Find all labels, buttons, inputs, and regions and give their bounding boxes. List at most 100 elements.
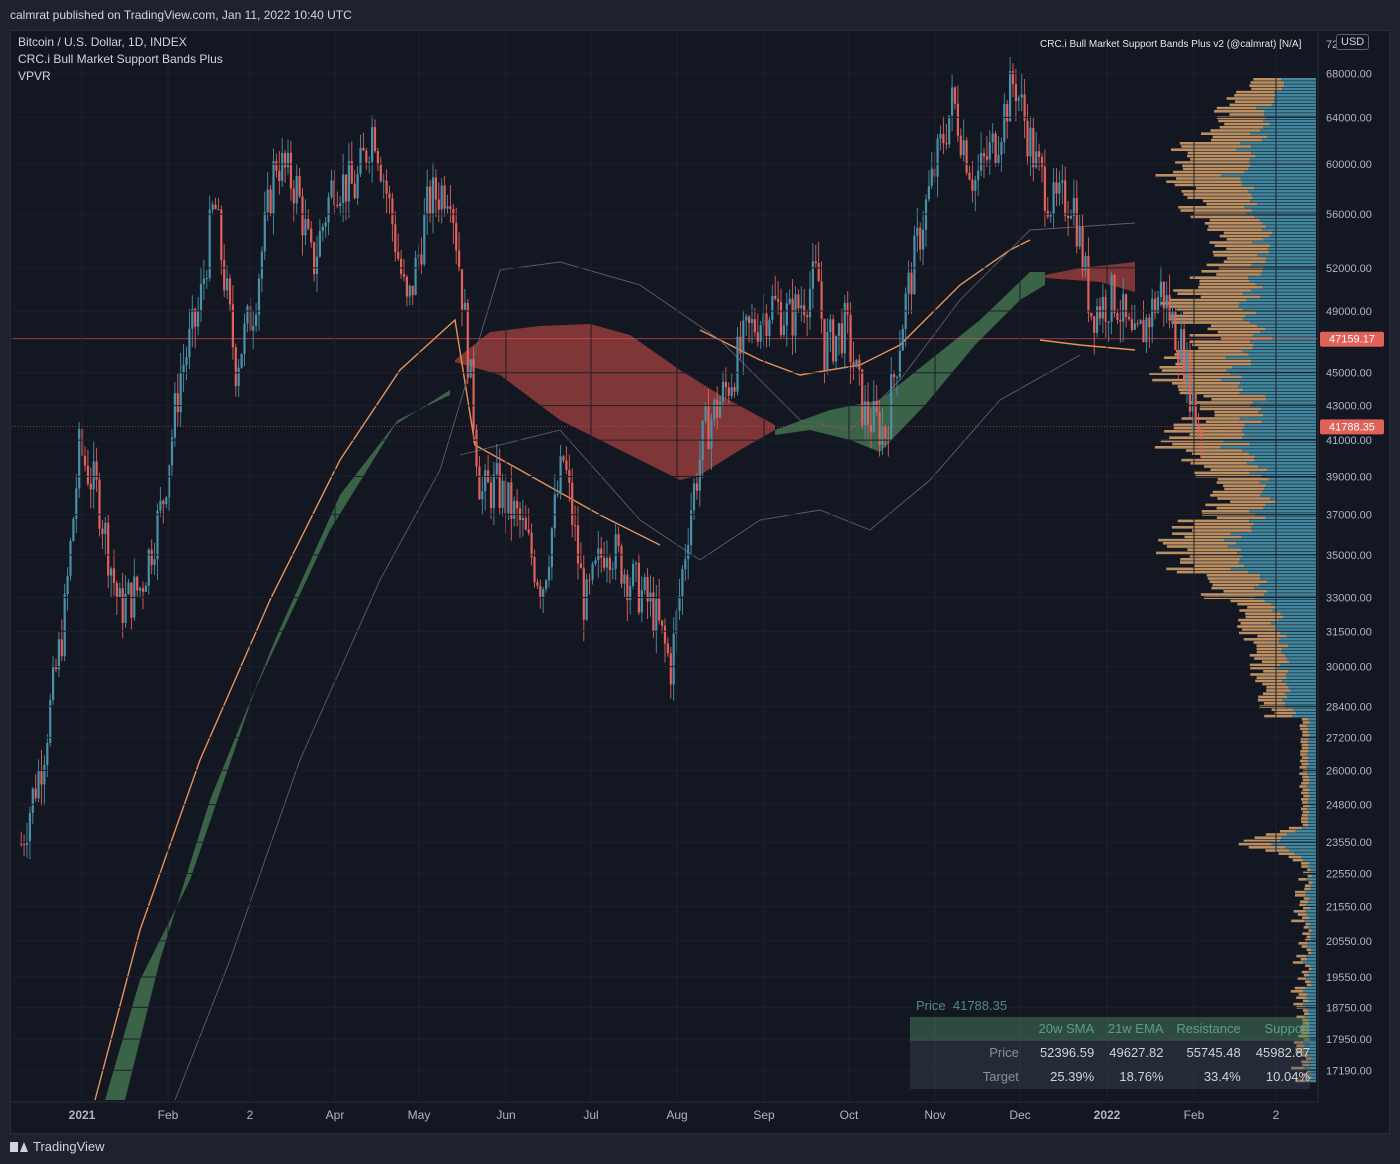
vp-bar-down	[1158, 538, 1225, 542]
vp-bar-down	[1180, 209, 1252, 212]
vp-bar-up	[1257, 465, 1316, 468]
vp-bar-up	[1227, 545, 1316, 548]
vp-bar-down	[1296, 954, 1307, 958]
vp-bar-up	[1259, 218, 1316, 222]
vp-bar-down	[1224, 487, 1265, 491]
candle-body	[997, 154, 1000, 163]
vp-bar-up	[1241, 180, 1316, 183]
vp-bar-down	[1223, 484, 1266, 487]
vp-bar-down	[1226, 247, 1268, 251]
candle-body	[188, 328, 191, 358]
currency-button[interactable]: USD	[1336, 34, 1370, 50]
vp-bar-down	[1187, 151, 1252, 155]
vp-bar-up	[1254, 455, 1316, 459]
candle-body	[1040, 156, 1044, 167]
vp-bar-down	[1184, 375, 1243, 379]
vp-bar-down	[1300, 1025, 1308, 1028]
vp-bar-up	[1285, 673, 1316, 676]
candle-body	[779, 301, 783, 336]
vp-bar-up	[1230, 567, 1316, 571]
vp-bar-down	[1300, 958, 1308, 961]
candle-body	[391, 198, 394, 225]
vp-bar-down	[1302, 801, 1309, 804]
vp-bar-down	[1160, 439, 1224, 443]
candle-body	[399, 258, 403, 275]
vp-bar-up	[1284, 81, 1316, 84]
resistance-band-red	[1045, 262, 1135, 292]
vp-bar-down	[1187, 548, 1242, 551]
vp-bar-up	[1302, 826, 1316, 830]
vp-bar-down	[1249, 654, 1286, 657]
candle-body	[124, 594, 127, 623]
vp-bar-down	[1216, 516, 1266, 519]
candle-body	[910, 272, 913, 295]
vp-bar-up	[1310, 887, 1316, 891]
vp-bar-up	[1286, 676, 1316, 679]
x-tick-label: Feb	[1184, 1108, 1205, 1122]
y-tick-label: 52000.00	[1326, 263, 1372, 275]
vp-bar-down	[1262, 692, 1286, 695]
vp-bar-down	[1170, 318, 1243, 321]
candle-body	[1058, 182, 1061, 194]
vp-bar-down	[1172, 442, 1250, 446]
candle-body	[672, 633, 675, 685]
x-tick-label: 2	[247, 1108, 254, 1122]
vp-bar-up	[1286, 657, 1316, 660]
vp-bar-down	[1278, 852, 1295, 855]
candle-body	[571, 482, 574, 525]
vp-bar-down	[1299, 772, 1308, 775]
vp-bar-down	[1177, 385, 1239, 388]
candle-body	[57, 639, 60, 670]
legend-vpvr[interactable]: VPVR	[18, 69, 51, 83]
candle-body	[1069, 216, 1073, 219]
candle-body	[54, 665, 58, 670]
vp-bar-down	[1216, 506, 1264, 510]
vp-bar-down	[1214, 244, 1271, 247]
candle-body	[394, 224, 397, 253]
vp-bar-up	[1308, 782, 1316, 785]
vp-bar-down	[1171, 321, 1250, 324]
vp-bar-up	[1309, 932, 1316, 935]
candle-body	[1055, 182, 1058, 194]
vp-bar-down	[1301, 791, 1309, 795]
candle-body	[634, 562, 638, 564]
vp-bar-up	[1272, 231, 1316, 235]
vp-bar-down	[1264, 714, 1293, 718]
vp-bar-up	[1263, 238, 1316, 241]
candle-body	[185, 357, 188, 365]
vp-bar-up	[1251, 209, 1316, 212]
vp-bar-down	[1162, 542, 1237, 545]
candle-body	[1090, 312, 1093, 317]
legend-indicator[interactable]: CRC.i Bull Market Support Bands Plus	[18, 52, 223, 66]
vp-bar-down	[1214, 410, 1259, 414]
info-cell: 33.4%	[1203, 1069, 1241, 1084]
vp-bar-up	[1310, 935, 1316, 939]
candle-body	[341, 174, 345, 203]
candle-body	[663, 625, 667, 644]
candle-body	[1075, 198, 1078, 247]
candle-body	[310, 228, 313, 243]
candle-body	[1113, 275, 1116, 314]
price-tag	[1320, 331, 1384, 347]
candle-body	[750, 319, 754, 323]
footer-bar: TradingView	[0, 1134, 1400, 1164]
vp-bar-down	[1209, 580, 1267, 583]
vp-bar-down	[1217, 478, 1269, 481]
legend-symbol[interactable]: Bitcoin / U.S. Dollar, 1D, INDEX	[18, 35, 187, 49]
candle-body	[46, 742, 49, 765]
vp-bar-down	[1254, 657, 1287, 660]
vp-bar-down	[1212, 135, 1267, 139]
candle-body	[1188, 350, 1191, 412]
tradingview-logo[interactable]: TradingView	[10, 1139, 105, 1154]
candle-body	[814, 261, 817, 264]
vp-bar-up	[1288, 686, 1316, 689]
vp-bar-down	[1242, 628, 1276, 631]
candle-body	[611, 568, 614, 570]
vp-bar-up	[1307, 1031, 1316, 1035]
candle-body	[170, 437, 174, 466]
vp-bar-down	[1301, 862, 1310, 865]
vp-bar-down	[1302, 775, 1310, 779]
vp-bar-down	[1292, 858, 1303, 862]
y-tick-label: 68000.00	[1326, 68, 1372, 80]
